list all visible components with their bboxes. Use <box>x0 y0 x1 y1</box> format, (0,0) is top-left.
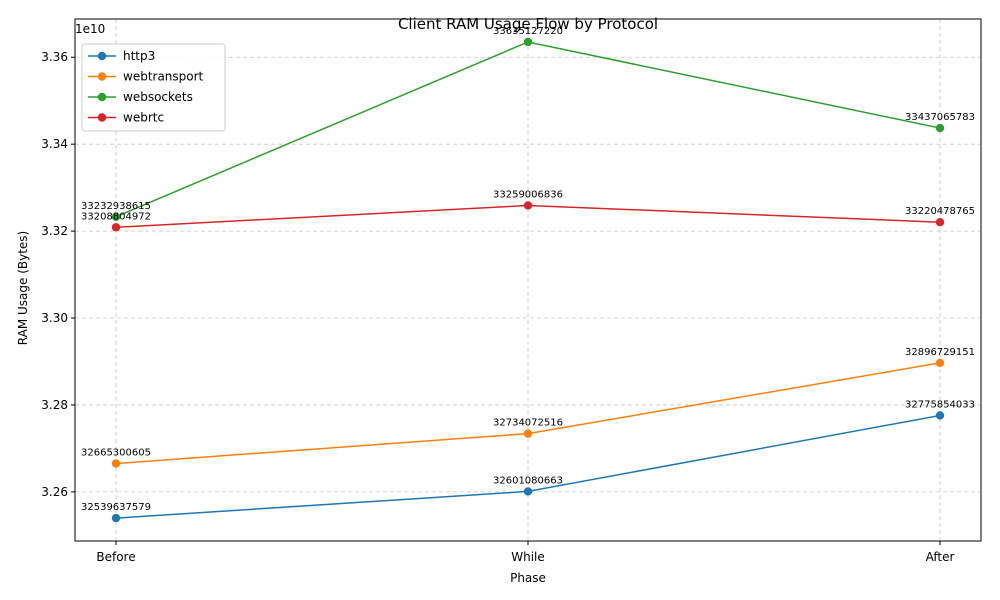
y-tick-label: 3.28 <box>41 398 68 412</box>
x-axis-label: Phase <box>510 571 546 585</box>
data-label-webtransport: 32734072516 <box>493 418 563 429</box>
legend: http3 webtransport websockets webrtc <box>81 43 226 132</box>
series-marker-webtransport <box>523 429 533 438</box>
y-tick-label: 3.34 <box>41 137 68 151</box>
data-label-websockets: 33437065783 <box>905 112 975 123</box>
data-label-webrtc: 33220478765 <box>905 206 975 217</box>
data-label-webrtc: 33208804972 <box>81 211 151 222</box>
data-labels: 32539637579 32601080663 32775854033 3266530… <box>81 26 975 513</box>
y-tick-label: 3.32 <box>41 224 68 238</box>
series-marker-http3 <box>111 513 121 523</box>
legend-label-webtransport: webtransport <box>123 70 204 84</box>
legend-box <box>81 43 226 132</box>
y-tick-label: 3.36 <box>41 50 68 64</box>
series-marker-websockets <box>111 212 121 221</box>
series-marker-http3 <box>935 411 945 420</box>
series-marker-websockets <box>523 37 533 47</box>
legend-swatch-marker <box>97 72 107 81</box>
legend-swatch-marker <box>97 92 107 102</box>
series-marker-http3 <box>523 487 533 496</box>
x-tick-label: While <box>511 550 545 564</box>
x-tick-label: Before <box>96 550 135 564</box>
legend-swatch-marker <box>97 51 107 61</box>
series-marker-webtransport <box>111 459 121 468</box>
series-layer <box>111 37 945 523</box>
series-marker-webtransport <box>935 358 945 368</box>
series-marker-webrtc <box>111 223 121 232</box>
legend-label-websockets: websockets <box>123 90 193 104</box>
data-label-websockets: 33232938615 <box>81 201 151 212</box>
y-tick-label: 3.26 <box>41 485 68 499</box>
x-tick-label: After <box>926 550 955 564</box>
y-scale-offset: 1e10 <box>75 22 105 36</box>
y-tick-label: 3.30 <box>41 311 68 325</box>
axes: Before While After 3.26 3.28 3.30 3.32 3.34 3.36 <box>41 18 982 564</box>
data-label-http3: 32775854033 <box>905 399 975 410</box>
data-label-http3: 32539637579 <box>81 502 151 513</box>
grid-lines <box>75 19 981 541</box>
series-marker-webrtc <box>523 201 533 210</box>
data-label-websockets: 33635127220 <box>493 26 563 37</box>
legend-label-webrtc: webrtc <box>123 111 164 125</box>
legend-label-http3: http3 <box>123 49 155 63</box>
series-marker-websockets <box>935 123 945 133</box>
data-label-webtransport: 32665300605 <box>81 448 151 459</box>
data-label-webrtc: 33259006836 <box>493 189 563 200</box>
data-label-http3: 32601080663 <box>493 475 563 486</box>
data-label-webtransport: 32896729151 <box>905 347 975 358</box>
series-marker-webrtc <box>935 218 945 227</box>
y-axis-label: RAM Usage (Bytes) <box>16 231 30 345</box>
legend-swatch-marker <box>97 113 107 122</box>
